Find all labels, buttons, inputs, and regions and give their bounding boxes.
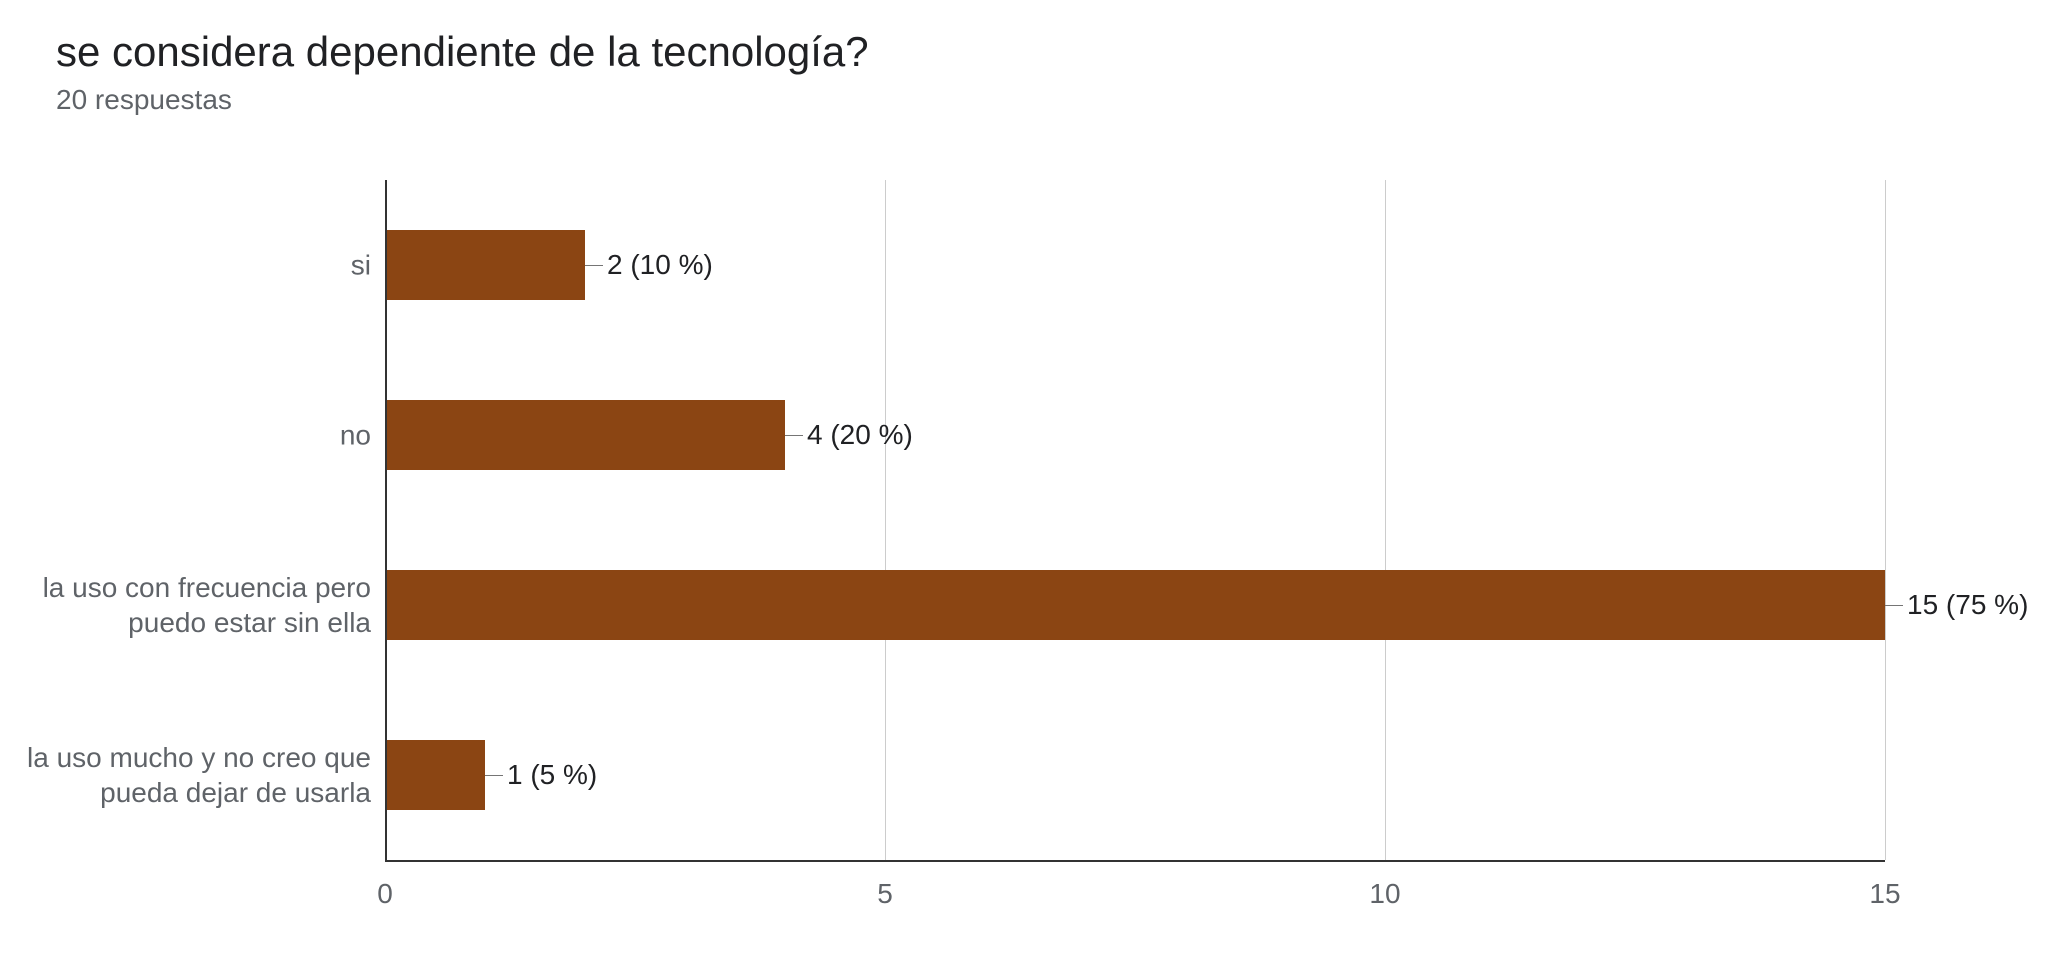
bar-value-label: 15 (75 %): [1907, 589, 2028, 621]
x-axis-line: [385, 860, 1885, 862]
y-category-label: no: [16, 418, 371, 453]
chart-container: se considera dependiente de la tecnologí…: [0, 0, 2048, 974]
bar-value-label: 2 (10 %): [607, 249, 713, 281]
x-tick-label: 10: [1369, 878, 1400, 910]
y-category-label: la uso mucho y no creo quepueda dejar de…: [16, 740, 371, 810]
bar-value-label: 4 (20 %): [807, 419, 913, 451]
bar: [387, 230, 585, 300]
bar-value-label: 1 (5 %): [507, 759, 597, 791]
y-category-label: si: [16, 248, 371, 283]
y-category-label: la uso con frecuencia peropuedo estar si…: [16, 570, 371, 640]
grid-line: [885, 180, 886, 860]
leader-line: [1885, 605, 1903, 606]
x-tick-label: 5: [877, 878, 893, 910]
x-tick-label: 15: [1869, 878, 1900, 910]
leader-line: [485, 775, 503, 776]
grid-line: [1885, 180, 1886, 860]
bar: [387, 570, 1885, 640]
bar: [387, 400, 785, 470]
x-tick-label: 0: [377, 878, 393, 910]
bar: [387, 740, 485, 810]
leader-line: [585, 265, 603, 266]
grid-line: [1385, 180, 1386, 860]
leader-line: [785, 435, 803, 436]
bar-chart: 0 5 10 15 si 2 (10 %) no 4 (20 %) la uso con fre…: [0, 0, 2048, 974]
